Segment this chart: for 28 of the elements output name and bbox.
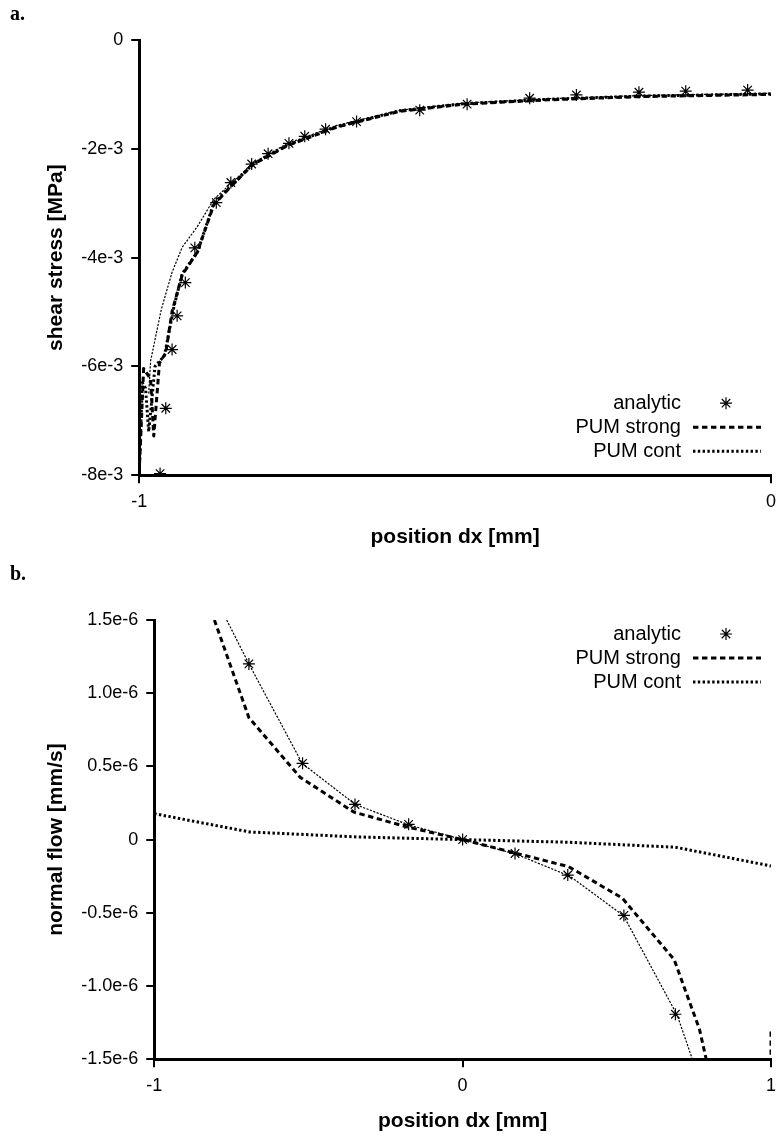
legend-label: analytic bbox=[613, 621, 681, 644]
x-tick-label: -1 bbox=[131, 490, 148, 511]
legend-label: PUM strong bbox=[575, 645, 681, 668]
y-tick-label: -2e-3 bbox=[81, 137, 124, 158]
y-tick-label: 1.5e-6 bbox=[87, 608, 139, 629]
y-tick-label: -4e-3 bbox=[81, 246, 124, 267]
x-tick-label: 0 bbox=[457, 1074, 468, 1095]
x-tick-label: 1 bbox=[765, 1074, 776, 1095]
y-tick-label: 0 bbox=[113, 28, 124, 49]
x-tick-label: -1 bbox=[146, 1074, 163, 1095]
y-tick-label: -6e-3 bbox=[81, 355, 124, 376]
y-axis-title: normal flow [mm/s] bbox=[43, 743, 67, 936]
chart-title: b. bbox=[10, 562, 27, 585]
x-axis-title: position dx [mm] bbox=[370, 524, 540, 548]
legend-label: PUM strong bbox=[575, 414, 681, 437]
x-axis-title: position dx [mm] bbox=[378, 1108, 548, 1132]
y-tick-label: 0 bbox=[128, 828, 139, 849]
y-tick-label: -0.5e-6 bbox=[81, 901, 139, 922]
legend-label: PUM cont bbox=[593, 438, 682, 461]
legend-label: PUM cont bbox=[593, 669, 682, 692]
legend-label: analytic bbox=[613, 390, 681, 413]
chart-title: a. bbox=[10, 2, 25, 25]
y-tick-label: -1.0e-6 bbox=[81, 974, 139, 995]
y-axis-title: shear stress [MPa] bbox=[43, 164, 67, 351]
y-tick-label: 1.0e-6 bbox=[87, 682, 139, 703]
y-tick-label: -1.5e-6 bbox=[81, 1048, 139, 1069]
y-tick-label: -8e-3 bbox=[81, 464, 124, 485]
y-tick-label: 0.5e-6 bbox=[87, 755, 139, 776]
